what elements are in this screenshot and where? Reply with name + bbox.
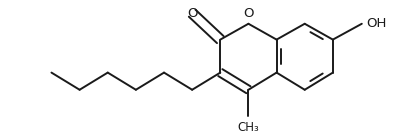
Text: O: O	[243, 7, 253, 20]
Text: OH: OH	[365, 17, 385, 30]
Text: O: O	[186, 7, 197, 20]
Text: CH₃: CH₃	[237, 121, 259, 132]
